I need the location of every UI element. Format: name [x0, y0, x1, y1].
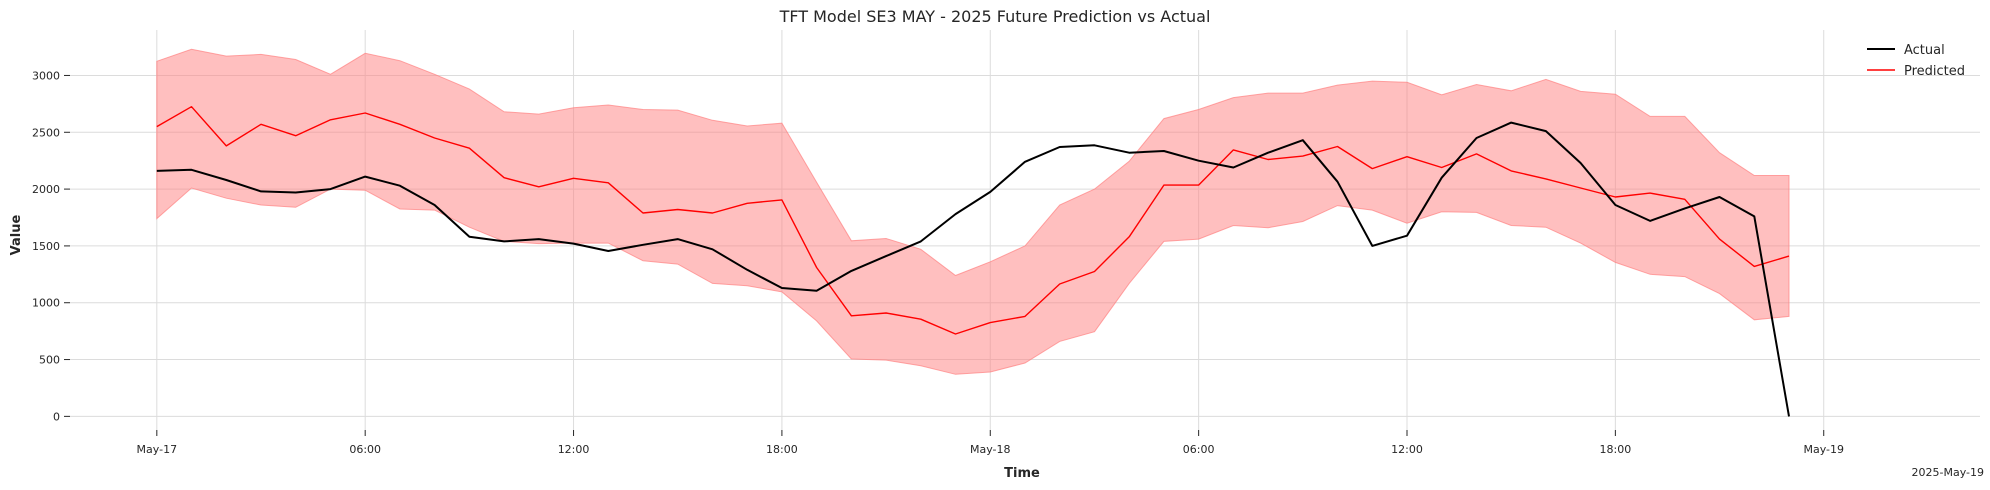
x-axis-offset-label: 2025-May-19 — [1912, 466, 1984, 479]
series-line-predicted — [156, 105, 1790, 335]
y-tick-label: 0 — [53, 410, 60, 423]
x-tick-label: May-17 — [137, 443, 178, 456]
series-lines — [156, 105, 1790, 417]
y-tick-label: 2500 — [32, 126, 60, 139]
y-tick-label: 500 — [39, 354, 60, 367]
x-tick-label: 06:00 — [349, 443, 381, 456]
series-line-actual — [156, 121, 1790, 417]
x-tick-label: 18:00 — [1600, 443, 1632, 456]
y-axis-label: Value — [9, 214, 24, 255]
y-tick-label: 2000 — [32, 183, 60, 196]
x-tick-label: 18:00 — [766, 443, 798, 456]
chart-title: TFT Model SE3 MAY - 2025 Future Predicti… — [779, 7, 1211, 26]
prediction-interval-band — [156, 48, 1790, 375]
y-tick-label: 1500 — [32, 240, 60, 253]
x-tick-label: 12:00 — [1391, 443, 1423, 456]
x-tick-label: May-19 — [1803, 443, 1844, 456]
legend-label-predicted: Predicted — [1904, 64, 1965, 79]
y-tick-label: 3000 — [32, 69, 60, 82]
axis-ticks: 0 500 1000 1500 2000 2500 3000 May-17 06:00 12:00… — [32, 69, 1844, 456]
x-axis-label: Time — [1004, 466, 1040, 481]
x-tick-label: 12:00 — [558, 443, 590, 456]
legend-label-actual: Actual — [1904, 43, 1945, 58]
x-tick-label: 06:00 — [1183, 443, 1215, 456]
x-tick-label: May-18 — [970, 443, 1011, 456]
legend: Actual Predicted — [1867, 43, 1965, 79]
y-tick-label: 1000 — [32, 297, 60, 310]
